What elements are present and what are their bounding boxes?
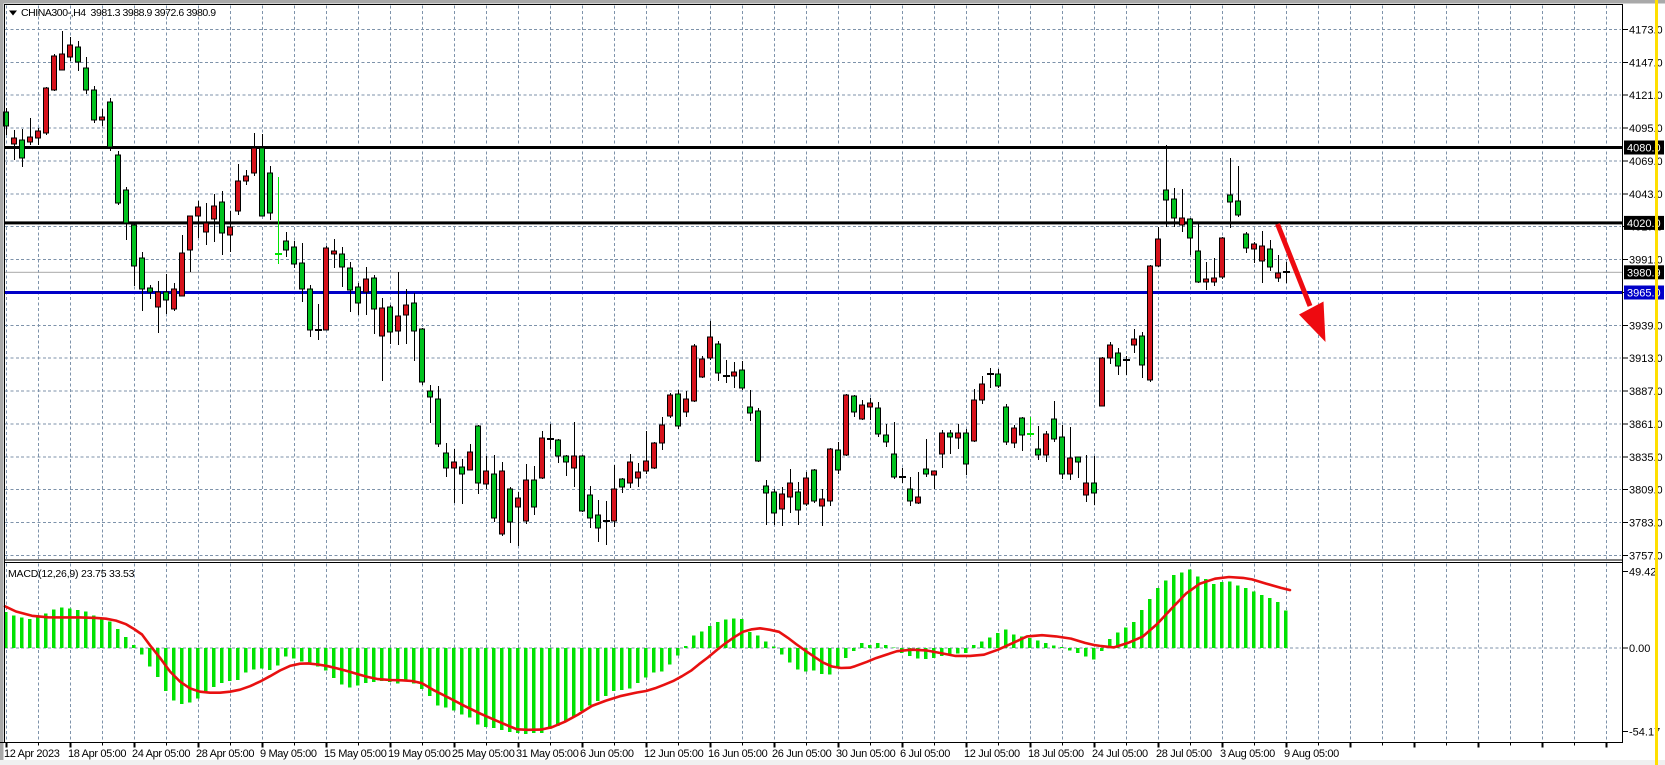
svg-text:4095.0: 4095.0: [1629, 123, 1663, 135]
svg-text:18 Apr 05:00: 18 Apr 05:00: [68, 748, 126, 760]
svg-text:12 Jul 05:00: 12 Jul 05:00: [964, 748, 1020, 760]
svg-text:24 Jul 05:00: 24 Jul 05:00: [1092, 748, 1148, 760]
svg-text:6 Jul 05:00: 6 Jul 05:00: [900, 748, 950, 760]
svg-text:4080.0: 4080.0: [1627, 143, 1661, 155]
svg-text:25 May 05:00: 25 May 05:00: [452, 748, 515, 760]
svg-text:26 Jun 05:00: 26 Jun 05:00: [772, 748, 832, 760]
svg-text:6 Jun 05:00: 6 Jun 05:00: [580, 748, 634, 760]
svg-text:19 May 05:00: 19 May 05:00: [388, 748, 451, 760]
svg-text:4043.0: 4043.0: [1629, 189, 1663, 201]
svg-text:12 Apr 2023: 12 Apr 2023: [4, 748, 60, 760]
svg-text:4173.0: 4173.0: [1629, 25, 1663, 37]
svg-text:3965.0: 3965.0: [1627, 288, 1661, 300]
svg-text:28 Jul 05:00: 28 Jul 05:00: [1156, 748, 1212, 760]
svg-text:3913.0: 3913.0: [1629, 353, 1663, 365]
svg-text:-54.17: -54.17: [1629, 727, 1660, 739]
svg-text:4020.0: 4020.0: [1627, 218, 1661, 230]
svg-text:9 Aug 05:00: 9 Aug 05:00: [1284, 748, 1339, 760]
svg-text:0.00: 0.00: [1629, 643, 1650, 655]
svg-text:12 Jun 05:00: 12 Jun 05:00: [644, 748, 704, 760]
svg-text:3809.0: 3809.0: [1629, 485, 1663, 497]
svg-text:CHINA300-,H4 3981.3 3988.9 39: CHINA300-,H4 3981.3 3988.9 3972.6 3980.9: [21, 7, 216, 19]
svg-text:9 May 05:00: 9 May 05:00: [260, 748, 317, 760]
svg-text:3980.9: 3980.9: [1627, 267, 1661, 279]
svg-text:3861.0: 3861.0: [1629, 419, 1663, 431]
svg-text:31 May 05:00: 31 May 05:00: [516, 748, 579, 760]
svg-text:15 May 05:00: 15 May 05:00: [324, 748, 387, 760]
svg-text:49.42: 49.42: [1629, 567, 1657, 579]
svg-text:18 Jul 05:00: 18 Jul 05:00: [1028, 748, 1084, 760]
svg-text:4147.0: 4147.0: [1629, 57, 1663, 69]
svg-text:28 Apr 05:00: 28 Apr 05:00: [196, 748, 254, 760]
svg-text:3835.0: 3835.0: [1629, 452, 1663, 464]
svg-text:4121.0: 4121.0: [1629, 90, 1663, 102]
svg-text:MACD(12,26,9) 23.75 33.53: MACD(12,26,9) 23.75 33.53: [8, 568, 135, 580]
svg-text:30 Jun 05:00: 30 Jun 05:00: [836, 748, 896, 760]
svg-text:3 Aug 05:00: 3 Aug 05:00: [1220, 748, 1275, 760]
svg-text:3887.0: 3887.0: [1629, 386, 1663, 398]
svg-text:3757.0: 3757.0: [1629, 550, 1663, 562]
svg-text:16 Jun 05:00: 16 Jun 05:00: [708, 748, 768, 760]
svg-text:24 Apr 05:00: 24 Apr 05:00: [132, 748, 190, 760]
svg-text:3939.0: 3939.0: [1629, 320, 1663, 332]
svg-text:4069.0: 4069.0: [1629, 156, 1663, 168]
svg-text:3783.0: 3783.0: [1629, 518, 1663, 530]
svg-text:3991.0: 3991.0: [1629, 255, 1663, 267]
